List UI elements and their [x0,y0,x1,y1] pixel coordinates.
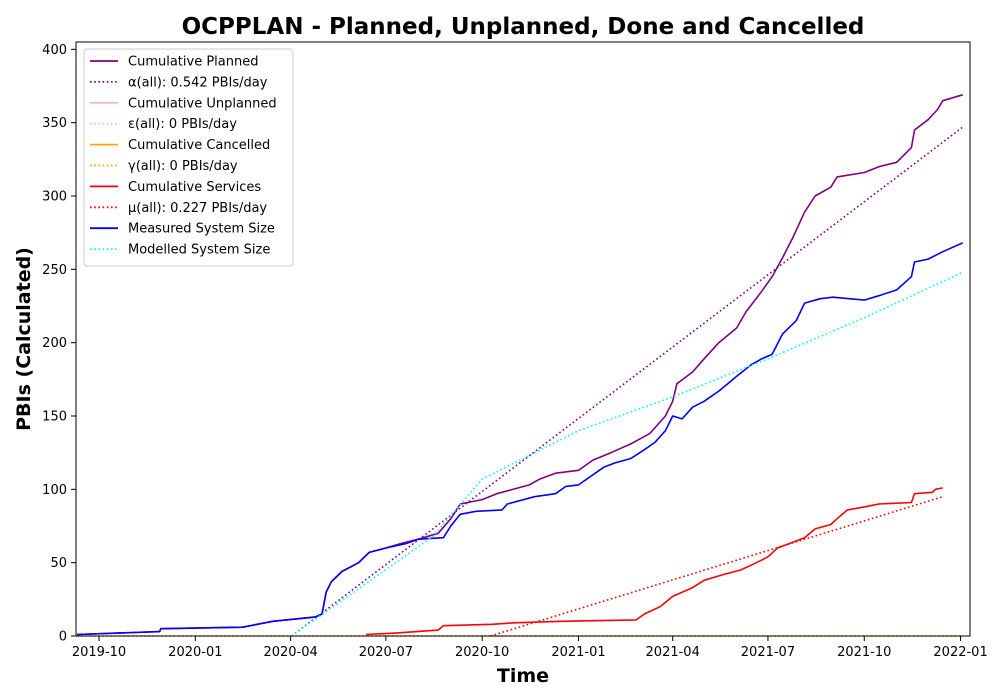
legend-label: ε(all): 0 PBIs/day [128,117,237,132]
plot-frame [75,41,971,637]
y-tick-label: 250 [42,263,67,278]
series-1-all-0-542-pbis-day-line [291,126,964,637]
y-axis: 0 50 100 150 200 250 300 350 400 [42,43,76,645]
y-tick-label: 0 [59,630,67,645]
y-tick-label: 300 [42,190,67,205]
y-tick-label: 350 [42,116,67,131]
series-9-modelled-system-size-line [291,271,964,637]
legend-label: Cumulative Planned [128,55,258,70]
x-axis-title: Time [497,665,549,687]
series-6-cumulative-services-line [365,487,943,636]
legend-label: Cumulative Cancelled [128,138,270,153]
legend-label: α(all): 0.542 PBIs/day [128,75,268,90]
x-tick-label: 2020-01 [168,645,222,660]
x-tick-label: 2020-04 [263,645,317,660]
x-tick-label: 2020-10 [455,645,509,660]
x-tick-label: 2021-07 [741,645,795,660]
y-tick-label: 150 [42,410,67,425]
x-tick-label: 2020-07 [359,645,413,660]
x-axis: 2019-10 2020-01 2020-04 2020-07 2020-10 2021-… [72,636,988,660]
x-tick-label: 2019-10 [72,645,126,660]
x-tick-label: 2021-10 [837,645,891,660]
legend-label: Cumulative Services [128,180,261,195]
y-tick-label: 200 [42,336,67,351]
series-7-all-0-227-pbis-day-line [490,495,944,637]
legend-label: Modelled System Size [128,243,270,258]
y-axis-title: PBIs (Calculated) [13,247,35,431]
y-tick-label: 100 [42,483,67,498]
y-tick-label: 400 [42,43,67,58]
chart-title: OCPPLAN - Planned, Unplanned, Done and C… [182,14,865,40]
legend-label: Measured System Size [128,222,275,237]
legend-box [83,48,294,267]
legend: Cumulative Planned α(all): 0.542 PBIs/day… [83,48,294,267]
series-8-measured-system-size-line [76,242,964,636]
x-tick-label: 2022-01 [933,645,987,660]
legend-label: Cumulative Unplanned [128,96,277,111]
legend-label: γ(all): 0 PBIs/day [128,159,238,174]
x-tick-label: 2021-04 [646,645,700,660]
legend-label: μ(all): 0.227 PBIs/day [128,201,267,216]
x-tick-label: 2021-01 [551,645,605,660]
y-tick-label: 50 [50,556,67,571]
